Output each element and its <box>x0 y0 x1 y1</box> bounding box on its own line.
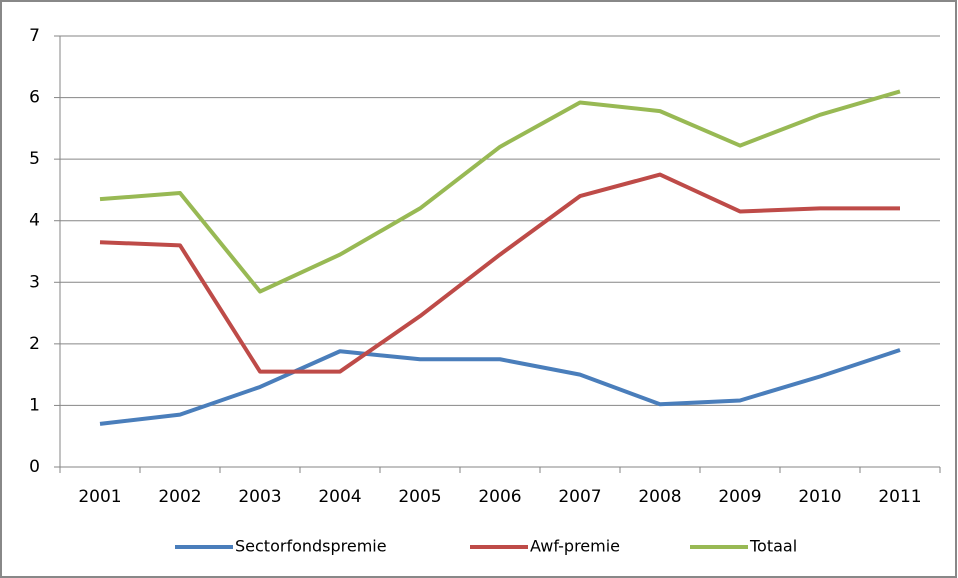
x-tick-label: 2008 <box>638 487 681 507</box>
x-tick-label: 2005 <box>398 487 441 507</box>
x-tick-label: 2010 <box>798 487 841 507</box>
series-line <box>99 348 901 426</box>
series-line <box>99 172 900 374</box>
x-tick-label: 2004 <box>318 487 361 507</box>
x-tick-label: 2006 <box>478 487 521 507</box>
y-tick-label: 3 <box>29 272 40 292</box>
x-tick-label: 2002 <box>158 487 201 507</box>
y-tick-label: 7 <box>29 26 40 46</box>
y-tick-label: 0 <box>29 457 40 477</box>
y-tick-label: 2 <box>29 334 40 354</box>
x-tick-label: 2007 <box>558 487 601 507</box>
legend-label: Awf-premie <box>530 537 620 556</box>
x-tick-label: 2001 <box>78 487 121 507</box>
legend: Sectorfondspremie Awf-premie Totaal <box>175 537 797 556</box>
legend-label: Sectorfondspremie <box>235 537 387 556</box>
y-tick-label: 6 <box>29 88 40 108</box>
x-tick-label: 2011 <box>878 487 921 507</box>
series-line <box>99 89 901 294</box>
y-tick-label: 1 <box>29 395 40 415</box>
y-tick-label: 4 <box>29 211 40 231</box>
y-tick-label: 5 <box>29 149 40 169</box>
legend-label: Totaal <box>749 537 797 556</box>
x-tick-label: 2003 <box>238 487 281 507</box>
x-tick-label: 2009 <box>718 487 761 507</box>
